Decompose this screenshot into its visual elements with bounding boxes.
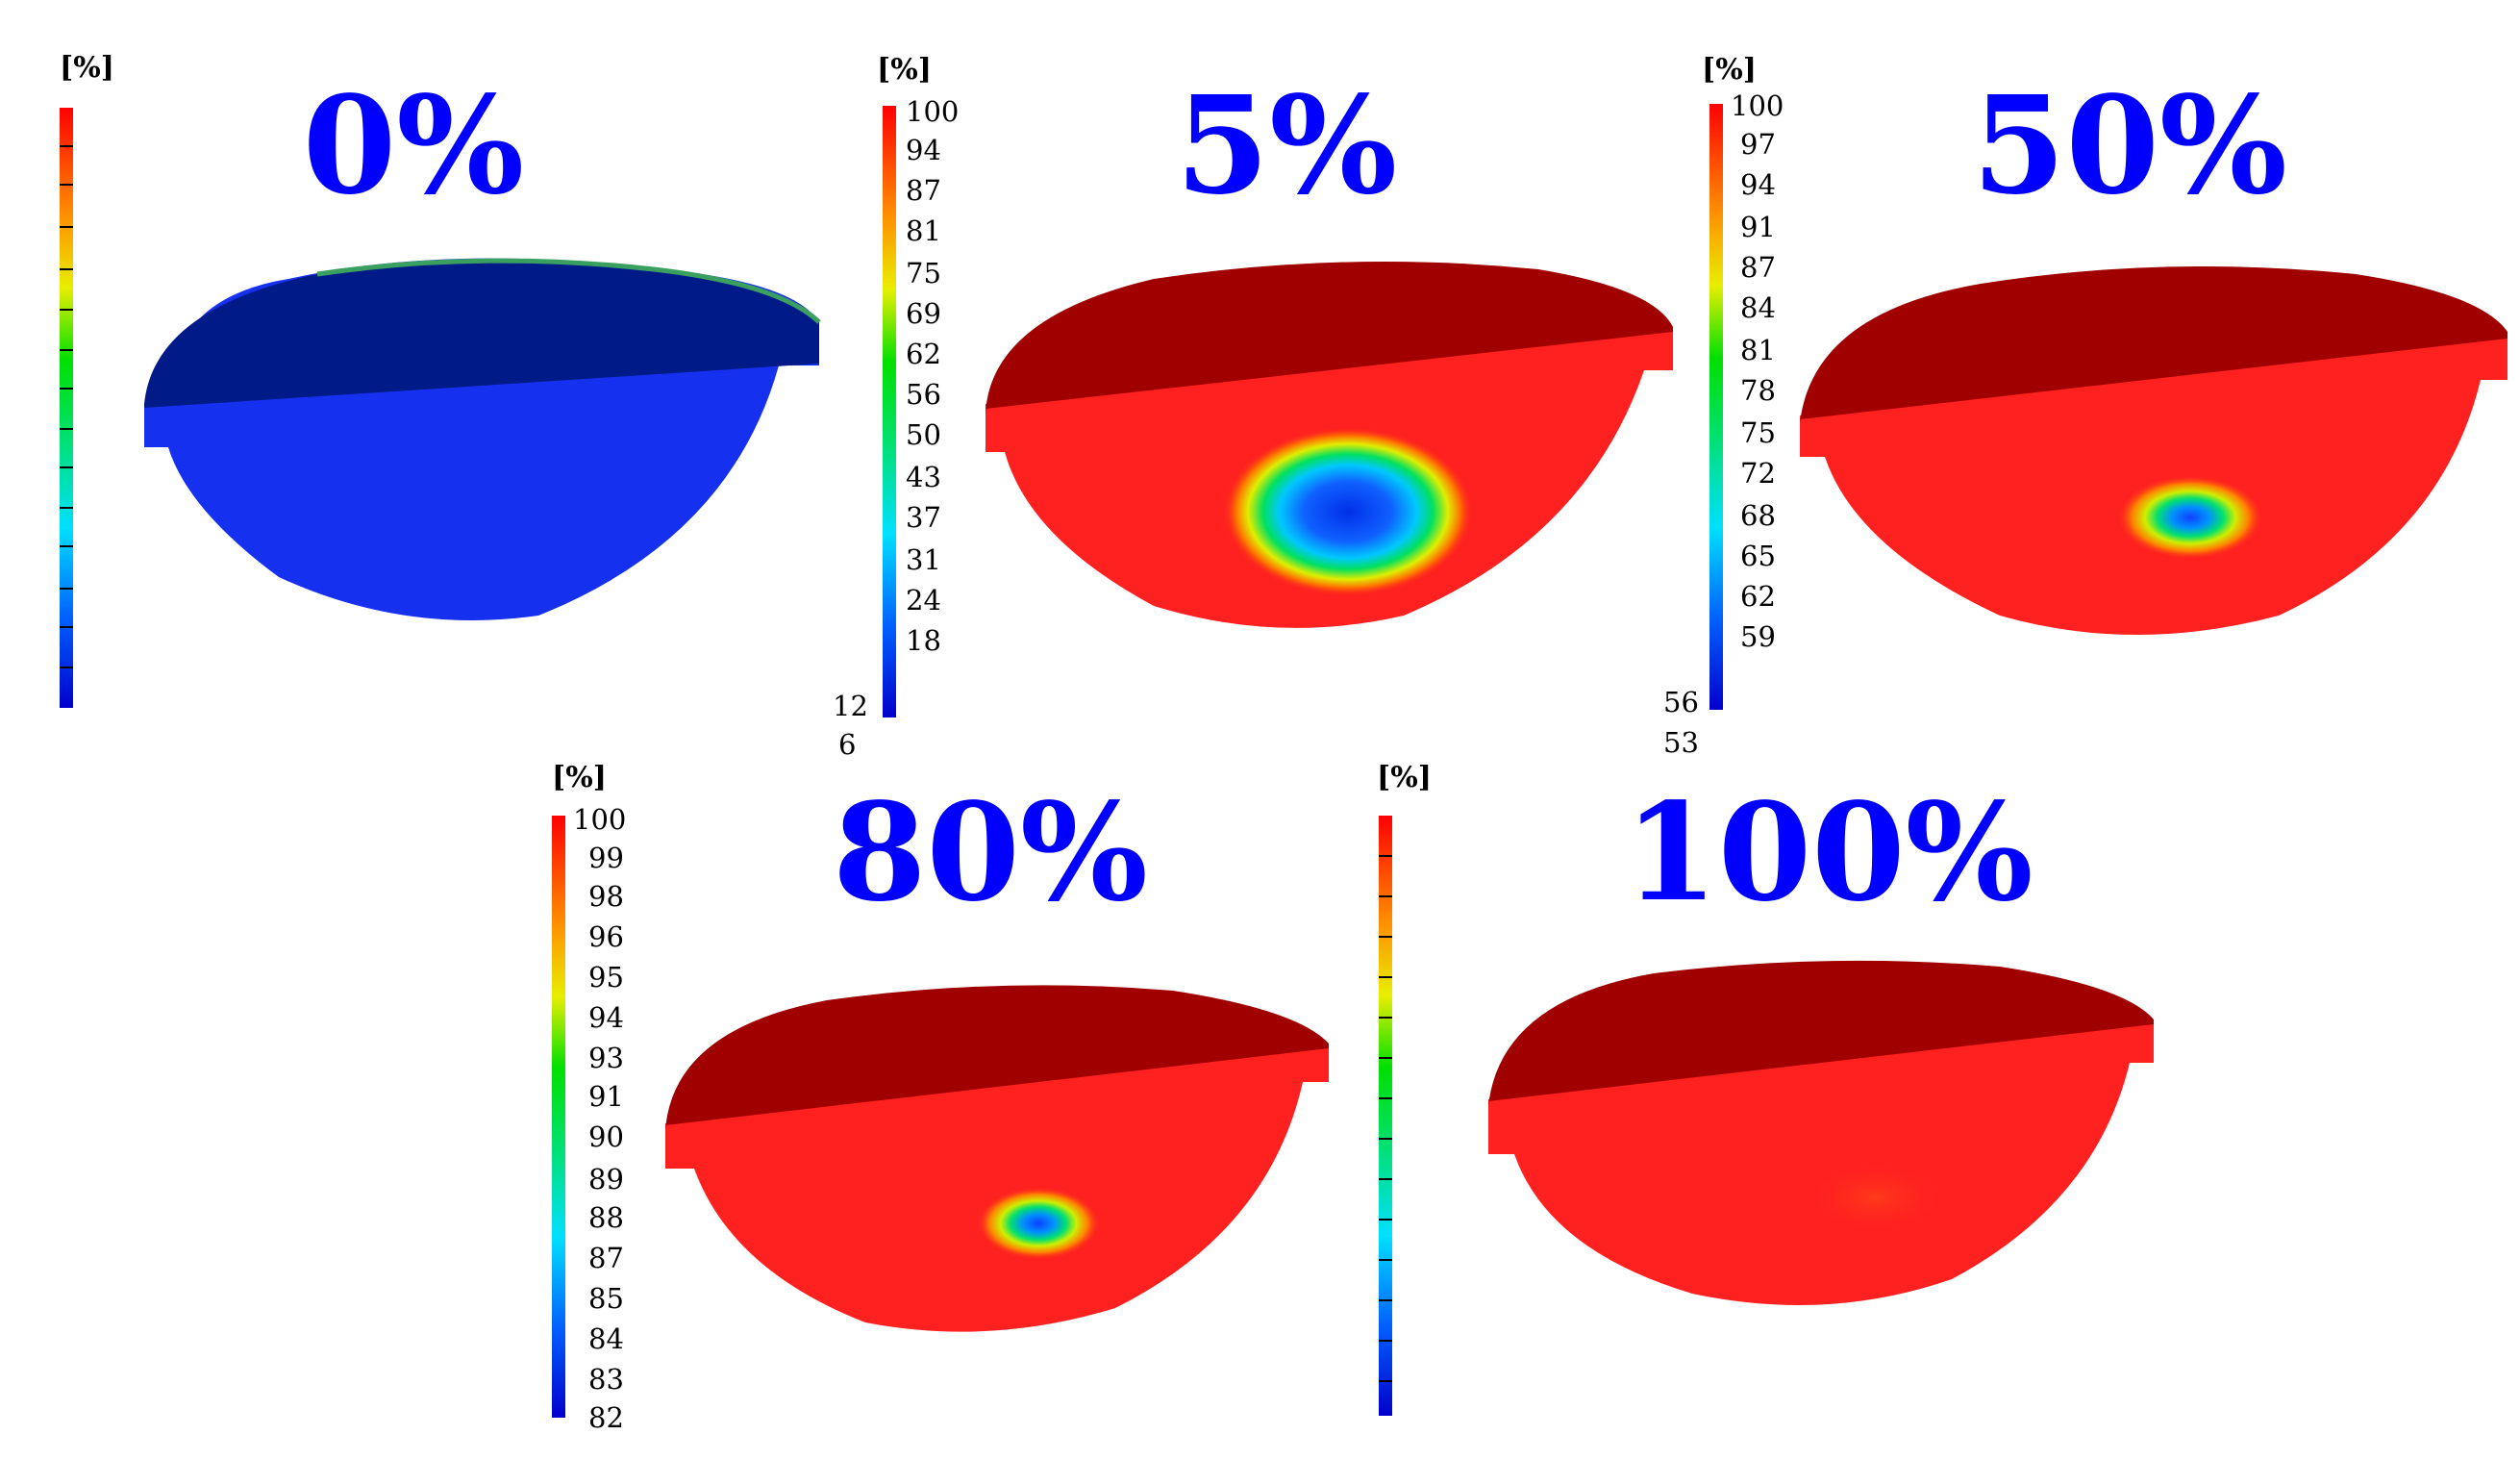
panel-title: 50% (1972, 67, 2287, 225)
unit-label: [%] (552, 761, 607, 794)
tick-label: 90 (588, 1120, 624, 1153)
temperature-spot (977, 1187, 1100, 1260)
tick-label-below: 53 (1663, 726, 1699, 759)
tick-label: 37 (906, 501, 941, 534)
tick-label: 94 (588, 1001, 624, 1034)
hemisphere-model (1800, 266, 2508, 635)
tick-label: 78 (1740, 374, 1776, 407)
tick-label: 94 (1740, 168, 1776, 201)
panel-80-percent: [%] 100 99 98 96 95 94 93 91 90 89 88 87… (552, 761, 1329, 1434)
panel-5-percent: [%] 100 94 87 81 75 69 62 56 50 43 37 31… (833, 53, 1673, 761)
color-scale-bar (552, 816, 565, 1418)
tick-label: 84 (1740, 291, 1776, 324)
temperature-spot (2117, 475, 2263, 560)
unit-label: [%] (1702, 53, 1757, 87)
tick-label: 31 (906, 543, 941, 576)
color-scale-bar (1709, 104, 1723, 710)
tick-label: 68 (1740, 499, 1776, 532)
scale-tick-labels: 100 99 98 96 95 94 93 91 90 89 88 87 85 … (573, 803, 626, 1434)
tick-label-min: 56 (1663, 686, 1699, 718)
color-scale-bar (883, 106, 896, 717)
panel-0-percent: [%] 0% (60, 51, 821, 708)
tick-label: 100 (1731, 89, 1784, 122)
color-scale-bar (60, 108, 73, 708)
tick-label: 100 (573, 803, 626, 836)
tick-label: 99 (588, 842, 624, 874)
tick-label: 94 (906, 134, 941, 166)
tick-label: 85 (588, 1282, 624, 1315)
tick-label: 75 (1740, 416, 1776, 449)
panel-title: 0% (303, 67, 524, 225)
panel-50-percent: [%] 100 97 94 91 87 84 81 78 75 72 68 65… (1663, 53, 2508, 759)
panel-title: 5% (1176, 67, 1397, 225)
tick-label: 97 (1740, 128, 1776, 161)
tick-label: 87 (1740, 251, 1776, 284)
unit-label: [%] (877, 53, 932, 87)
panel-title: 100% (1624, 774, 2033, 932)
tick-label: 95 (588, 961, 624, 994)
unit-label: [%] (1377, 761, 1432, 794)
tick-label: 62 (906, 338, 941, 370)
tick-label: 89 (588, 1163, 624, 1196)
hemisphere-model (986, 262, 1673, 628)
tick-label-below: 6 (838, 728, 856, 761)
color-scale-bar (1379, 816, 1392, 1416)
tick-label: 65 (1740, 540, 1776, 572)
tick-label: 98 (588, 880, 624, 913)
tick-label: 75 (906, 257, 941, 289)
scale-tick-marks (60, 145, 73, 668)
scale-tick-labels: 100 97 94 91 87 84 81 78 75 72 68 65 62 … (1663, 89, 1784, 759)
panel-100-percent: [%] 100% (1377, 761, 2154, 1416)
tick-label: 81 (906, 214, 941, 247)
hemisphere-model (1488, 960, 2154, 1305)
tick-label: 87 (588, 1242, 624, 1274)
unit-label: [%] (60, 51, 114, 85)
tick-label: 18 (906, 624, 941, 657)
tick-label: 83 (588, 1363, 624, 1396)
tick-label: 69 (906, 297, 941, 330)
tick-label: 24 (906, 584, 941, 617)
tick-label-min: 82 (588, 1401, 624, 1434)
tick-label-min: 12 (833, 690, 868, 722)
tick-label: 59 (1740, 620, 1776, 653)
temperature-spot (1223, 427, 1473, 596)
tick-label: 84 (588, 1322, 624, 1355)
panel-title: 80% (833, 774, 1148, 932)
hemisphere-model (144, 258, 821, 620)
tick-label: 62 (1740, 580, 1776, 613)
tick-label: 43 (906, 461, 941, 493)
tick-label: 56 (906, 378, 941, 411)
hemisphere-model (665, 985, 1329, 1332)
tick-label: 100 (906, 95, 959, 128)
tick-label: 91 (588, 1080, 624, 1113)
temperature-spot (1798, 1159, 1952, 1236)
scale-tick-marks (1379, 855, 1392, 1382)
scale-tick-labels: 100 94 87 81 75 69 62 56 50 43 37 31 24 … (833, 95, 959, 761)
tick-label: 91 (1740, 211, 1776, 243)
tick-label: 81 (1740, 334, 1776, 366)
tick-label: 87 (906, 174, 941, 207)
tick-label: 96 (588, 920, 624, 953)
tick-label: 72 (1740, 457, 1776, 490)
tick-label: 50 (906, 418, 941, 451)
tick-label: 93 (588, 1042, 624, 1074)
tick-label: 88 (588, 1201, 624, 1234)
